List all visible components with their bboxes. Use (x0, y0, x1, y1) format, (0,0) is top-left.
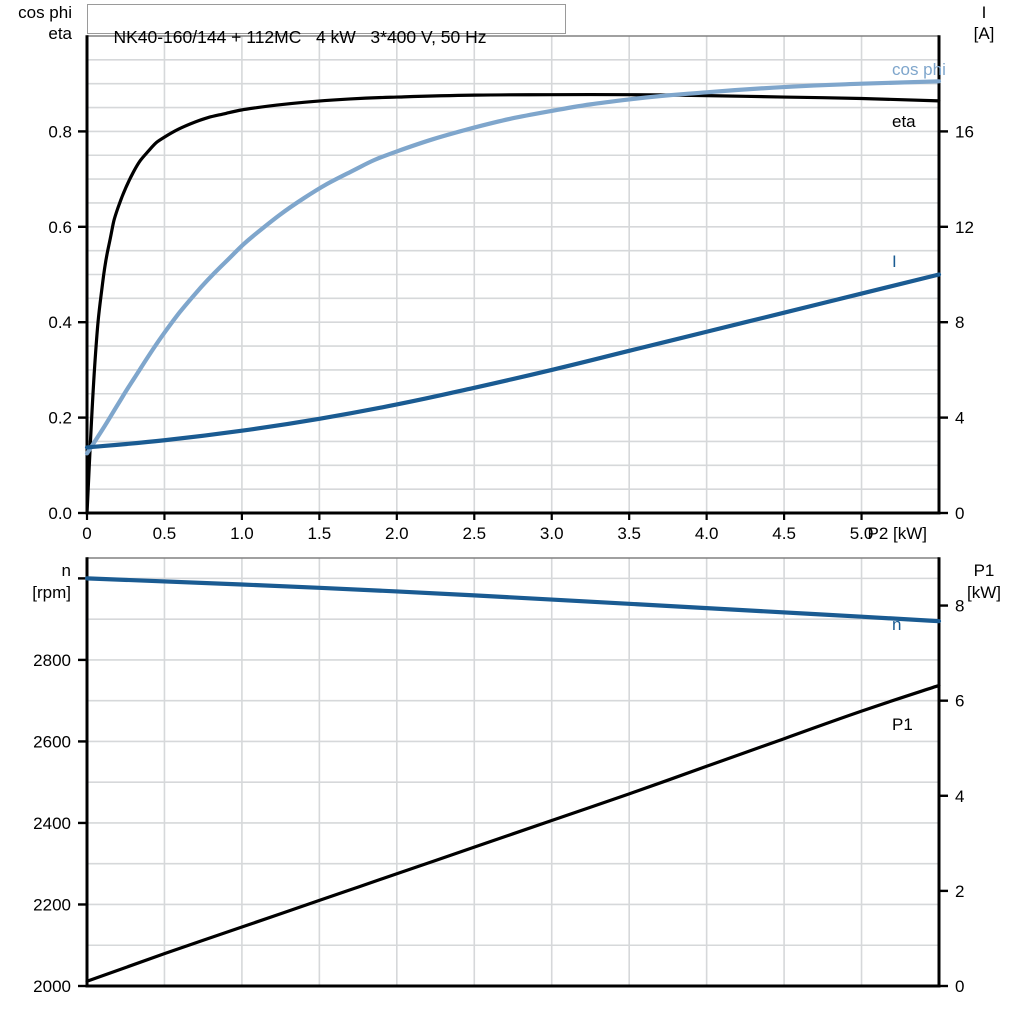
left-tick-label: 0.6 (48, 218, 72, 237)
curve-label-speed: n (892, 615, 901, 634)
right-tick-label: 4 (955, 409, 964, 428)
curve-label-current: I (892, 252, 897, 271)
left-tick-label: 2600 (33, 732, 71, 751)
left-tick-label: 2200 (33, 895, 71, 914)
x-tick-label: 0 (82, 524, 91, 543)
x-tick-label: 1.5 (308, 524, 332, 543)
right-tick-label: 0 (955, 977, 964, 996)
right-tick-label: 8 (955, 597, 964, 616)
left-axis-title-line2: [rpm] (32, 583, 71, 602)
top-gridlines (87, 36, 939, 513)
x-axis-title: P2 [kW] (867, 524, 927, 543)
curve-n (84, 576, 942, 624)
left-tick-label: 0.2 (48, 409, 72, 428)
right-axis-title-line1: P1 (974, 561, 995, 580)
left-axis-title-line2: eta (48, 24, 72, 43)
top-chart-panel: 0.0 0.2 0.4 0.6 0.8 0 4 8 12 16 0 0.5 1.0 1.5 2.0 2.5 3.… (18, 3, 995, 543)
chart-title-box: NK40-160/144 + 112MC 4 kW 3*400 V, 50 Hz (87, 4, 566, 47)
left-tick-label: 2800 (33, 651, 71, 670)
left-tick-label: 0.0 (48, 504, 72, 523)
right-tick-label: 8 (955, 313, 964, 332)
bottom-curves (84, 576, 942, 983)
bottom-gridlines (87, 558, 939, 986)
top-curves (84, 79, 942, 515)
left-axis-title-line1: n (62, 561, 71, 580)
left-axis-title-line1: cos phi (18, 3, 72, 22)
x-tick-label: 0.5 (153, 524, 177, 543)
curve-P1 (85, 683, 941, 983)
curve-I (84, 272, 942, 450)
x-tick-label: 2.0 (385, 524, 409, 543)
right-tick-label: 12 (955, 218, 974, 237)
right-tick-label: 16 (955, 122, 974, 141)
left-tick-label: 0.8 (48, 122, 72, 141)
curve-cos-phi (84, 79, 942, 456)
right-tick-label: 6 (955, 692, 964, 711)
left-tick-label: 2000 (33, 977, 71, 996)
curve-label-cos-phi: cos phi (892, 60, 946, 79)
x-tick-label: 3.0 (540, 524, 564, 543)
right-axis-title-line1: I (982, 3, 987, 22)
right-tick-label: 2 (955, 882, 964, 901)
x-tick-label: 5.0 (850, 524, 874, 543)
curve-label-p1: P1 (892, 715, 913, 734)
x-tick-label: 4.0 (695, 524, 719, 543)
chart-title-text: NK40-160/144 + 112MC 4 kW 3*400 V, 50 Hz (113, 27, 487, 48)
right-tick-label: 0 (955, 504, 964, 523)
curve-label-eta: eta (892, 112, 916, 131)
x-tick-label: 4.5 (772, 524, 796, 543)
x-tick-label: 3.5 (617, 524, 641, 543)
curve-eta (85, 92, 941, 515)
right-axis-title-line2: [kW] (967, 583, 1001, 602)
left-tick-label: 0.4 (48, 313, 72, 332)
x-tick-label: 1.0 (230, 524, 254, 543)
right-tick-label: 4 (955, 787, 964, 806)
bottom-chart-panel: 2000 2200 2400 2600 2800 0 2 4 6 8 n [rpm] P1 [kW] n P1 (32, 557, 1001, 996)
right-axis-title-line2: [A] (974, 24, 995, 43)
left-tick-label: 2400 (33, 814, 71, 833)
x-tick-label: 2.5 (462, 524, 486, 543)
